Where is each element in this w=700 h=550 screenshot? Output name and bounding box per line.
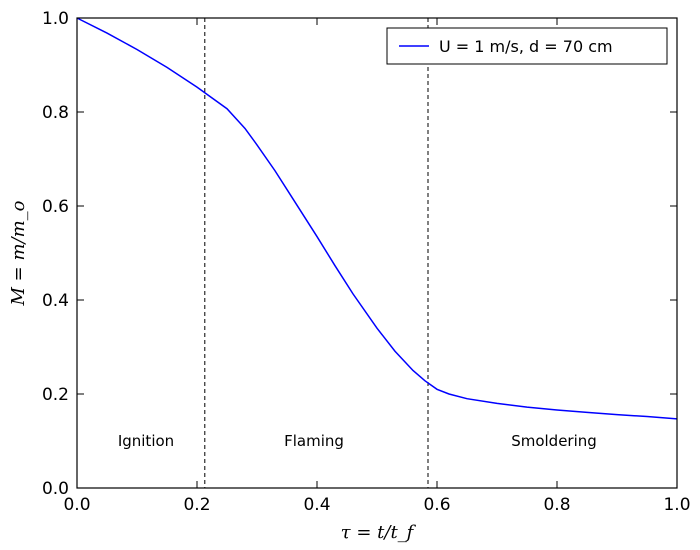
y-tick-label: 0.2	[42, 385, 69, 405]
x-tick-label: 0.6	[423, 495, 450, 515]
series-line-1	[76, 17, 678, 420]
y-tick-label: 0.4	[42, 291, 69, 311]
x-tick-label: 0.2	[183, 495, 210, 515]
legend-box	[386, 27, 668, 65]
y-tick-label: 0.8	[42, 103, 69, 123]
chart-marks: Ignition Flaming Smoldering	[76, 17, 678, 488]
plot-frame	[76, 17, 678, 489]
legend-entry-1: U = 1 m/s, d = 70 cm	[439, 37, 613, 56]
x-tick-label: 0.8	[543, 495, 570, 515]
x-tick-label: 0.4	[303, 495, 330, 515]
x-axis-label: τ = t/t_f	[341, 522, 417, 543]
y-tick-label: 0.0	[42, 479, 69, 499]
legend: U = 1 m/s, d = 70 cm	[386, 27, 668, 65]
y-tick-label: 0.6	[42, 197, 69, 217]
y-tick-label: 1.0	[42, 9, 69, 29]
x-tick-label: 0.0	[63, 495, 90, 515]
y-axis-label: M = m/m_o	[8, 200, 29, 306]
phase-label-smoldering: Smoldering	[511, 432, 597, 450]
phase-label-ignition: Ignition	[118, 432, 174, 450]
phase-label-flaming: Flaming	[284, 432, 344, 450]
x-tick-label: 1.0	[663, 495, 690, 515]
